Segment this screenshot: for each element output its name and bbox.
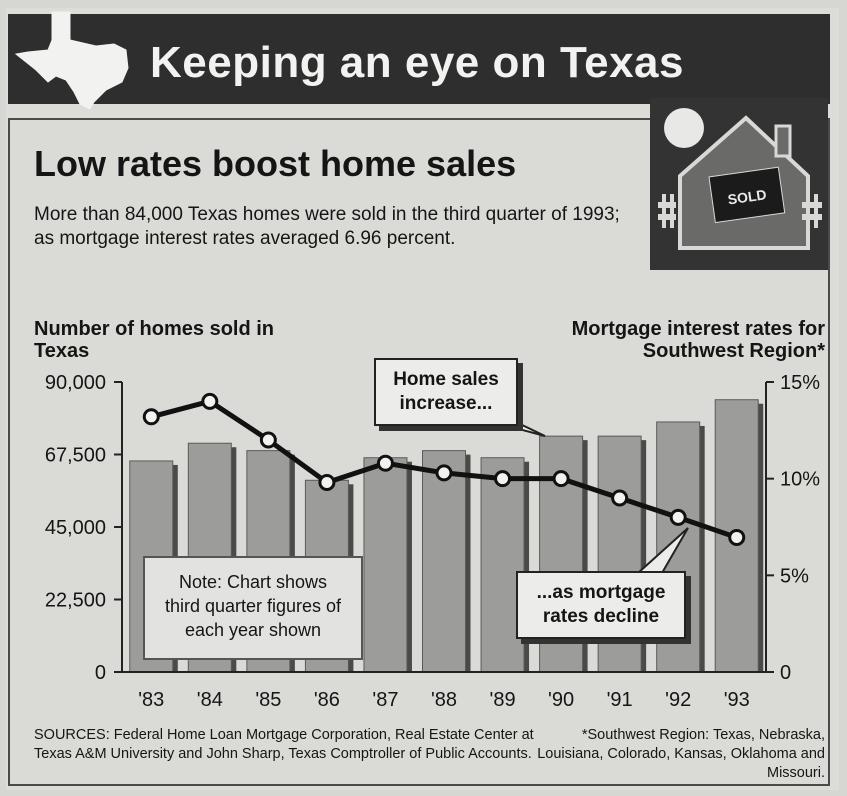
bar xyxy=(422,450,466,673)
house-illustration: SOLD xyxy=(650,98,828,270)
banner xyxy=(8,14,830,104)
x-tick-label: '86 xyxy=(314,689,340,711)
rate-point xyxy=(376,454,394,472)
rate-point xyxy=(142,408,160,426)
x-tick-label: '87 xyxy=(372,689,398,711)
rate-point xyxy=(201,392,219,410)
left-tick-label: 0 xyxy=(95,662,106,684)
footnote: *Southwest Region: Texas, Nebraska, Loui… xyxy=(537,727,825,781)
left-tick-label: 45,000 xyxy=(45,517,106,539)
x-tick-label: '83 xyxy=(138,689,164,711)
callout-rates: ...as mortgage rates decline xyxy=(516,571,686,639)
rate-point xyxy=(728,528,746,546)
texas-map-icon xyxy=(14,11,129,110)
sun-icon xyxy=(664,108,704,148)
x-tick-label: '84 xyxy=(197,689,223,711)
sold-sign-text: SOLD xyxy=(727,186,768,207)
banner-title: Keeping an eye on Texas xyxy=(150,38,684,87)
left-tick-label: 22,500 xyxy=(45,590,106,612)
right-tick-label: 15% xyxy=(780,372,820,394)
left-tick-label: 90,000 xyxy=(45,372,106,394)
left-tick-label: 67,500 xyxy=(45,445,106,467)
x-tick-label: '90 xyxy=(548,689,574,711)
x-tick-label: '92 xyxy=(665,689,691,711)
x-tick-label: '88 xyxy=(431,689,457,711)
bar xyxy=(363,457,408,673)
right-tick-label: 5% xyxy=(780,565,809,587)
rate-point xyxy=(552,470,570,488)
callout-sales: Home sales increase... xyxy=(374,358,518,426)
rate-point xyxy=(494,470,512,488)
rate-point xyxy=(435,464,453,482)
rate-point xyxy=(259,431,277,449)
bar xyxy=(480,457,525,673)
right-tick-label: 0 xyxy=(780,662,791,684)
x-tick-label: '93 xyxy=(724,689,750,711)
rate-point xyxy=(611,489,629,507)
right-tick-label: 10% xyxy=(780,469,820,491)
left-axis-title: Number of homes sold in Texas xyxy=(34,318,275,362)
headline: Low rates boost home sales xyxy=(34,143,517,184)
chart-note: Note: Chart shows third quarter figures … xyxy=(143,556,363,660)
right-axis-title: Mortgage interest rates for Southwest Re… xyxy=(571,318,825,362)
x-tick-label: '89 xyxy=(490,689,516,711)
sources: SOURCES: Federal Home Loan Mortgage Corp… xyxy=(34,727,534,762)
x-tick-label: '91 xyxy=(607,689,633,711)
x-tick-label: '85 xyxy=(255,689,281,711)
rate-point xyxy=(669,508,687,526)
rate-point xyxy=(318,474,336,492)
subtitle: More than 84,000 Texas homes were sold i… xyxy=(34,204,620,249)
